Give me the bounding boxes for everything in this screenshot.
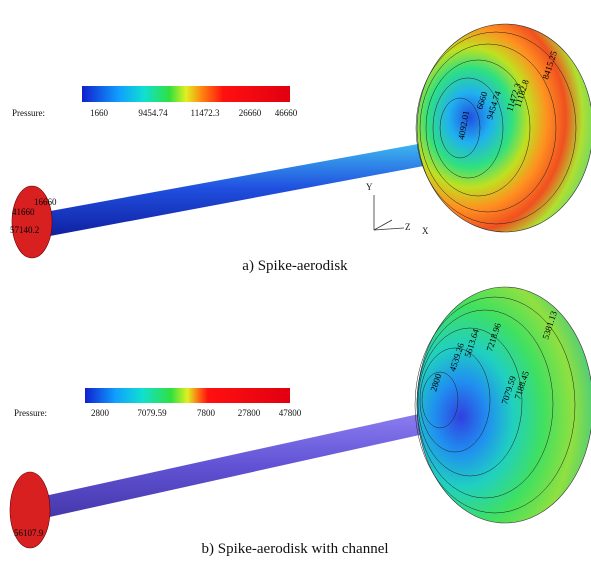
colorbar-ticks: 2800 7079.59 7800 27800 47800 (91, 408, 302, 418)
colorbar-tick: 9454.74 (138, 108, 168, 118)
colorbar-tick: 47800 (279, 408, 302, 418)
colorbar (85, 388, 290, 403)
colorbar-label: Pressure: (14, 408, 47, 418)
spike-rod (45, 140, 445, 236)
caption: a) Spike-aerodisk (242, 258, 348, 274)
colorbar-tick: 7800 (197, 408, 216, 418)
contour-label: 16660 (34, 197, 57, 207)
axis-label: X (422, 226, 429, 236)
colorbar-tick: 7079.59 (137, 408, 167, 418)
caption: b) Spike-aerodisk with channel (201, 541, 388, 557)
figure: Pressure: 1660 9454.74 11472.3 26660 466… (0, 0, 591, 564)
colorbar-ticks: 1660 9454.74 11472.3 26660 46660 (90, 108, 298, 118)
contour-label: 57140.2 (10, 225, 39, 235)
axis-triad (374, 195, 404, 230)
colorbar-tick: 2800 (91, 408, 110, 418)
colorbar-label: Pressure: (12, 108, 45, 118)
spike-rod (40, 412, 433, 518)
axis-label: Z (405, 222, 411, 232)
colorbar-tick: 1660 (90, 108, 109, 118)
axis-label: Y (366, 182, 373, 192)
contour-label: 41660 (12, 207, 35, 217)
aerodisk-dome (417, 24, 591, 232)
contour-label: 56107.9 (14, 528, 44, 538)
colorbar-tick: 46660 (275, 108, 298, 118)
colorbar (82, 86, 290, 102)
colorbar-tick: 27800 (238, 408, 261, 418)
colorbar-tick: 11472.3 (191, 108, 220, 118)
colorbar-tick: 26660 (239, 108, 262, 118)
